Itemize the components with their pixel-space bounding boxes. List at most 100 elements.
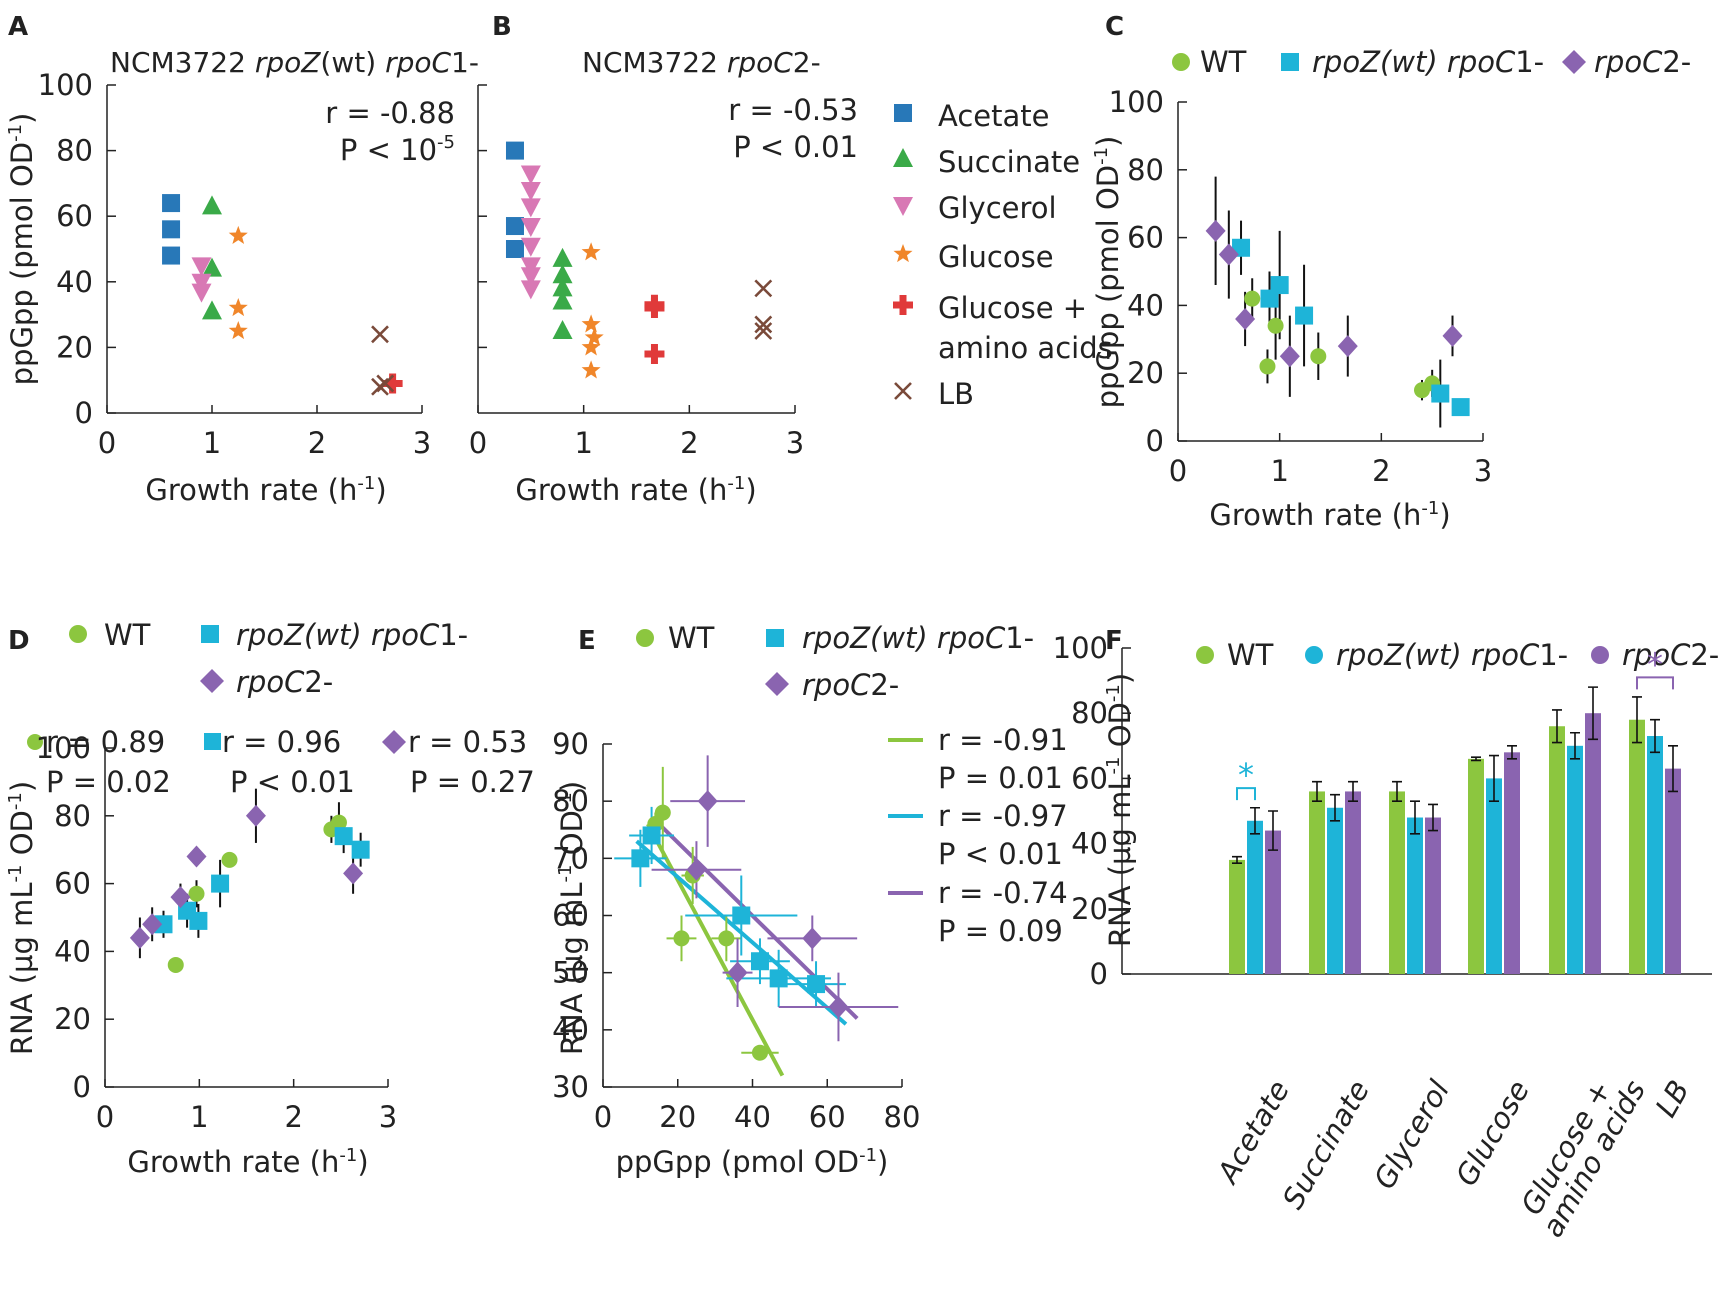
legend-acetate-marker: [894, 104, 912, 122]
y-tick-label: 20: [1127, 356, 1164, 390]
data-point: [162, 246, 181, 265]
panel-b: NCM3722 rpoC2- r = -0.53 P < 0.01 0 1 2 3 G…: [469, 46, 1113, 507]
data-point: [505, 217, 524, 236]
legend-wt-label: WT: [1227, 638, 1274, 672]
data-point: [202, 300, 222, 320]
data-point: [581, 337, 601, 356]
stat-wt-r: r = -0.91: [938, 723, 1068, 757]
y-tick-label: 80: [54, 799, 91, 833]
x-tick-label: 1: [190, 1100, 208, 1134]
data-point: [188, 885, 205, 902]
legend-rpoc2-marker: [200, 669, 224, 693]
data-point: [376, 374, 395, 393]
bar: [1567, 745, 1583, 974]
y-tick-label: 100: [1109, 85, 1164, 119]
bar: [1309, 791, 1325, 974]
y-tick-label: 100: [36, 731, 91, 765]
data-point: [686, 858, 707, 881]
y-tick-label: 100: [38, 68, 93, 102]
data-point: [382, 373, 403, 394]
panel-a-y-axis-title: ppGpp (pmol OD-1): [5, 113, 39, 386]
category-label-glucose: Glucose: [1449, 1075, 1536, 1192]
significance-bracket: [1236, 787, 1256, 801]
legend-rpoc2-label: rpoC2-: [236, 665, 333, 699]
panel-b-plot: 0 1 2 3: [469, 84, 804, 460]
stat-rpoz-p: P < 0.01: [230, 765, 355, 799]
panel-a-stat-r: r = -0.88: [325, 96, 455, 130]
data-point: [202, 195, 222, 215]
y-tick-label: 40: [54, 934, 91, 968]
stat-rpoc2-marker: [382, 730, 406, 754]
error-bar: [1668, 745, 1678, 793]
y-tick-label: 20: [1071, 892, 1108, 926]
x-tick-label: 2: [284, 1100, 302, 1134]
x-tick-label: 40: [734, 1100, 771, 1134]
data-point: [552, 320, 573, 339]
panel-e-stats: r = -0.91 P = 0.01 r = -0.97 P < 0.01 r …: [888, 723, 1068, 948]
x-tick-label: 0: [469, 426, 487, 460]
legend-glucose-aa-marker: [893, 295, 913, 315]
data-point: [581, 360, 601, 379]
stat-rpoc2-r: r = 0.53: [408, 725, 527, 759]
data-point: [142, 913, 163, 936]
error-bar: [1650, 718, 1660, 754]
panel-label-b: B: [492, 12, 512, 42]
bar: [1247, 820, 1263, 974]
data-point: [343, 862, 364, 885]
legend-wt-label: WT: [668, 621, 715, 655]
panel-e: WT rpoZ(wt) rpoC1- rpoC2- r = -0.91 P = …: [552, 621, 1068, 1179]
data-point: [154, 915, 173, 934]
error-bar: [1232, 855, 1242, 864]
stat-rpoz-marker: [204, 733, 221, 750]
panel-b-title: NCM3722 rpoC2-: [582, 46, 821, 79]
data-point: [334, 827, 353, 846]
x-tick-label: 0: [96, 1100, 114, 1134]
data-point: [727, 961, 748, 984]
panel-a-plot: 0 20 40 60 80 100 0 1 2 3: [38, 68, 432, 460]
data-point: [1310, 348, 1327, 365]
error-bar: [1428, 803, 1438, 832]
data-point: [552, 264, 573, 284]
data-point: [167, 956, 184, 973]
panel-a: NCM3722 rpoZ(wt) rpoC1- r = -0.88 P < 10…: [5, 46, 479, 507]
legend-rpoz-marker: [201, 625, 219, 643]
legend-rpoz-label: rpoZ(wt) rpoC1-: [1312, 45, 1544, 79]
panel-a-stat-p: P < 10-5: [340, 132, 455, 167]
data-point: [520, 280, 541, 300]
bar: [1468, 758, 1484, 974]
panel-f-legend: WT rpoZ(wt) rpoC1- rpoC2-: [1196, 638, 1719, 672]
y-tick-label: 0: [1090, 957, 1108, 991]
data-point: [520, 198, 541, 218]
error-bar: [1312, 780, 1322, 803]
error-bar: [1489, 754, 1499, 803]
data-point: [520, 218, 541, 238]
legend-rpoc2-marker: [1562, 50, 1586, 74]
legend-rpoz-label: rpoZ(wt) rpoC1-: [802, 621, 1034, 655]
data-point: [330, 814, 347, 831]
data-point: [228, 225, 248, 244]
panel-f: WT rpoZ(wt) rpoC1- rpoC2- 0 20 40 60 80 100 * *…: [1053, 631, 1720, 1243]
panel-label-f: F: [1105, 626, 1123, 656]
legend-marker-shape: [893, 148, 913, 167]
data-point: [221, 851, 238, 868]
x-tick-label: 2: [1372, 454, 1390, 488]
panel-c: WT rpoZ(wt) rpoC1- rpoC2- 0 20 40 60 80 100 0 1…: [1091, 45, 1691, 532]
y-tick-label: 60: [1071, 761, 1108, 795]
data-point: [1260, 289, 1279, 308]
bar: [1549, 726, 1565, 974]
data-point: [1235, 307, 1256, 330]
data-point: [769, 969, 788, 988]
error-bar: [1348, 780, 1358, 803]
data-point: [718, 930, 735, 947]
legend-marker-shape: [893, 244, 913, 263]
y-tick-label: 40: [1071, 827, 1108, 861]
x-tick-label: 1: [574, 426, 592, 460]
data-point: [1337, 335, 1358, 358]
data-point: [1205, 219, 1226, 242]
legend-wt-marker: [1196, 646, 1214, 664]
legend-lb-marker: [894, 382, 912, 400]
data-point: [807, 975, 826, 994]
y-tick-label: 60: [56, 199, 93, 233]
y-tick-label: 70: [552, 841, 589, 875]
category-label-acetate: Acetate: [1210, 1075, 1296, 1191]
